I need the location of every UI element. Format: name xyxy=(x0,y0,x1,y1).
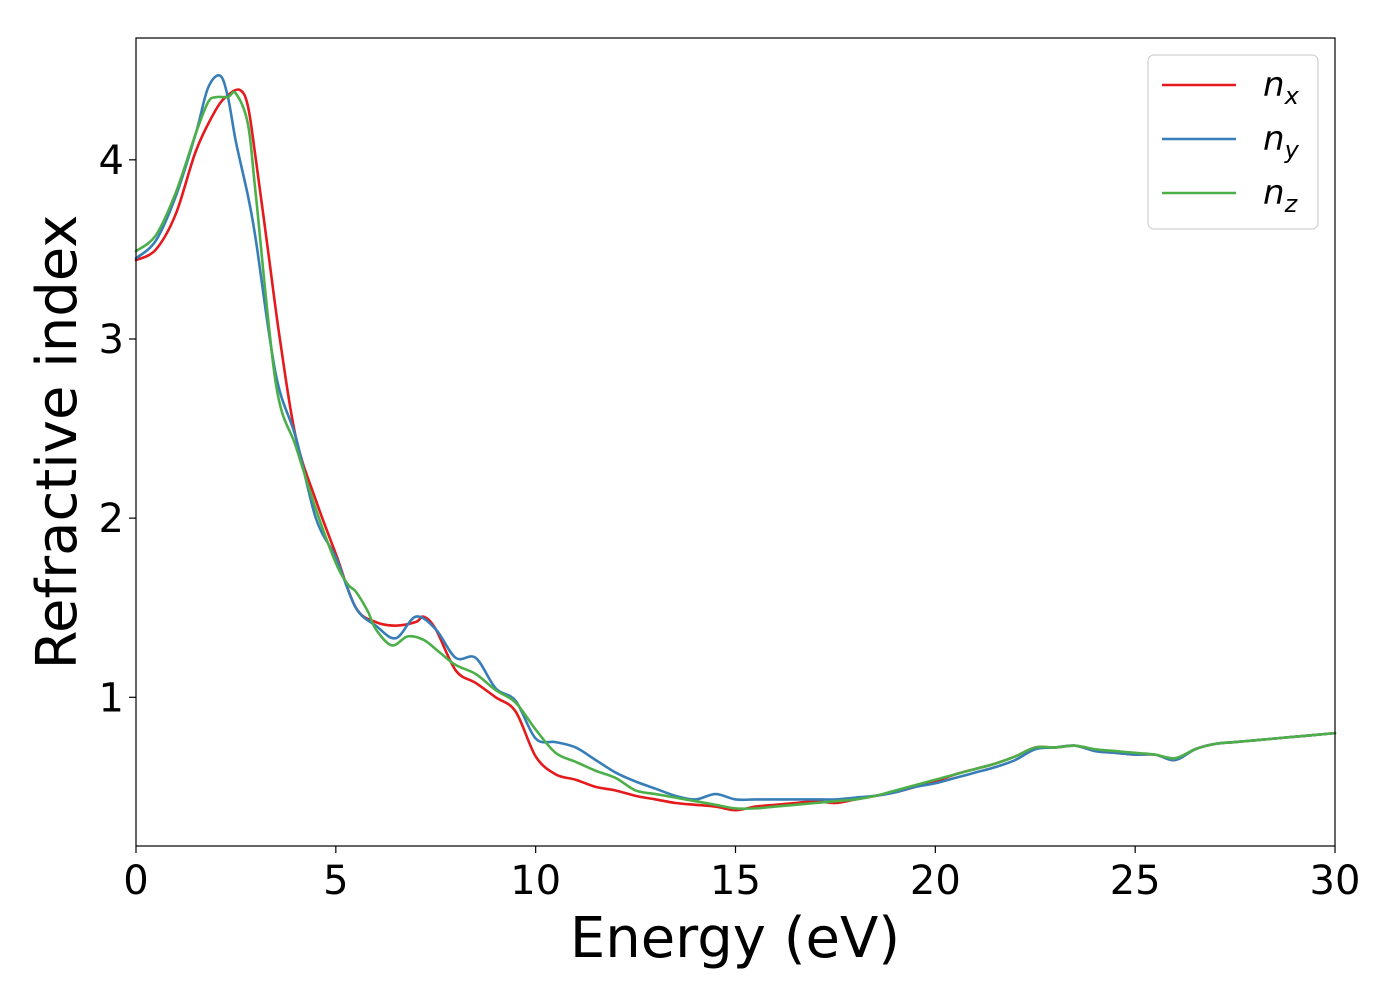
y-axis-label: Refractive index xyxy=(25,215,90,670)
x-tick-label: 10 xyxy=(510,858,561,904)
x-axis-ticks: 0 5 10 15 20 25 30 xyxy=(123,846,1360,904)
series-layer xyxy=(134,74,1337,812)
x-tick-label: 20 xyxy=(910,858,961,904)
x-tick-label: 5 xyxy=(323,858,348,904)
y-tick-label: 4 xyxy=(99,138,124,184)
x-tick-label: 30 xyxy=(1310,858,1361,904)
series-line-ny xyxy=(134,74,1337,802)
y-tick-label: 3 xyxy=(99,317,124,363)
x-tick-label: 15 xyxy=(710,858,761,904)
legend-box xyxy=(1147,54,1319,230)
x-tick-label: 25 xyxy=(1110,858,1161,904)
y-tick-label: 1 xyxy=(99,675,124,721)
series-line-nz xyxy=(134,90,1337,811)
x-axis-label: Energy (eV) xyxy=(570,906,900,971)
y-axis-ticks: 1 2 3 4 xyxy=(99,138,136,721)
x-tick-label: 0 xyxy=(123,858,148,904)
y-tick-label: 2 xyxy=(99,496,124,542)
